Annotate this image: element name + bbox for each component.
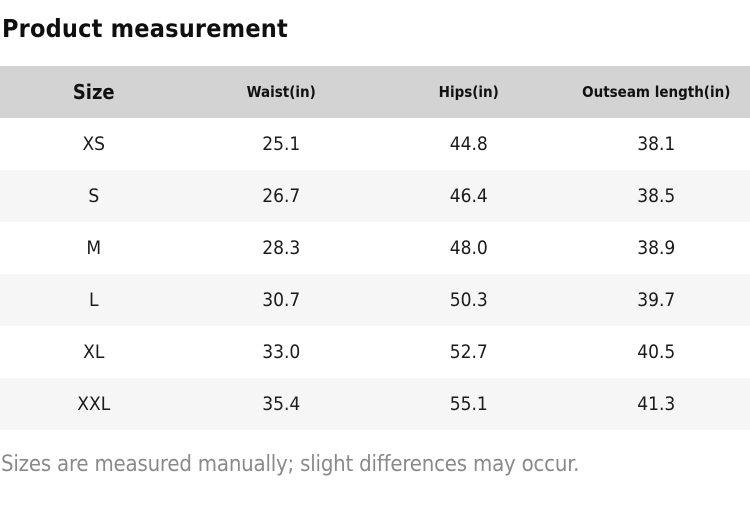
outseam-cell: 41.3 xyxy=(563,378,750,430)
waist-cell: 26.7 xyxy=(188,170,376,222)
column-header-size: Size xyxy=(0,66,188,118)
outseam-cell: 38.5 xyxy=(563,170,750,222)
hips-cell: 46.4 xyxy=(375,170,563,222)
waist-cell: 33.0 xyxy=(188,326,376,378)
hips-cell: 48.0 xyxy=(375,222,563,274)
hips-cell: 44.8 xyxy=(375,118,563,170)
hips-cell: 50.3 xyxy=(375,274,563,326)
size-cell: XS xyxy=(0,118,188,170)
waist-cell: 28.3 xyxy=(188,222,376,274)
size-cell: XL xyxy=(0,326,188,378)
outseam-cell: 38.9 xyxy=(563,222,750,274)
outseam-cell: 38.1 xyxy=(563,118,750,170)
size-cell: M xyxy=(0,222,188,274)
waist-cell: 35.4 xyxy=(188,378,376,430)
measurement-footnote: Sizes are measured manually; slight diff… xyxy=(1,451,750,479)
page-title: Product measurement xyxy=(2,13,750,44)
hips-cell: 52.7 xyxy=(375,326,563,378)
size-cell: XXL xyxy=(0,378,188,430)
waist-cell: 25.1 xyxy=(188,118,376,170)
size-cell: S xyxy=(0,170,188,222)
waist-cell: 30.7 xyxy=(188,274,376,326)
column-header-hips: Hips(in) xyxy=(375,66,563,118)
outseam-cell: 40.5 xyxy=(563,326,750,378)
outseam-cell: 39.7 xyxy=(563,274,750,326)
column-header-outseam: Outseam length(in) xyxy=(563,66,750,118)
column-header-waist: Waist(in) xyxy=(188,66,376,118)
size-cell: L xyxy=(0,274,188,326)
hips-cell: 55.1 xyxy=(375,378,563,430)
